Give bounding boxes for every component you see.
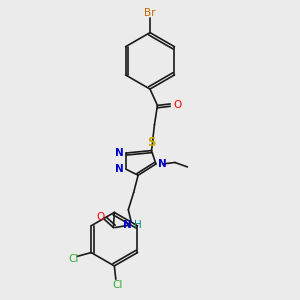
Text: N: N (122, 220, 131, 230)
Text: H: H (134, 220, 142, 230)
Text: Cl: Cl (112, 280, 122, 290)
Text: N: N (115, 164, 124, 174)
Text: N: N (158, 159, 167, 169)
Text: Br: Br (144, 8, 156, 18)
Text: N: N (115, 148, 124, 158)
Text: S: S (147, 136, 156, 149)
Text: O: O (97, 212, 105, 222)
Text: Cl: Cl (68, 254, 79, 264)
Text: O: O (174, 100, 182, 110)
